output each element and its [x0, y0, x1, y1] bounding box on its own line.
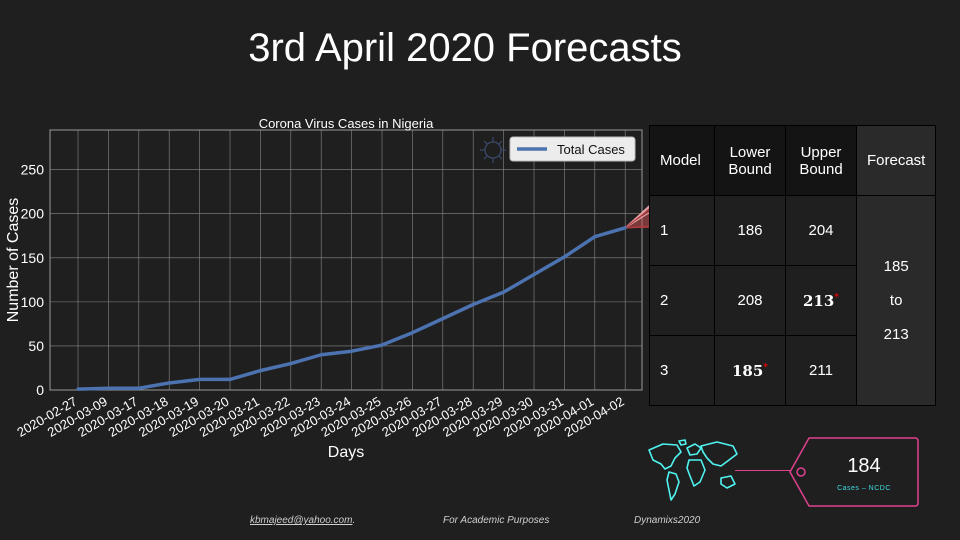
header-forecast: Forecast: [855, 125, 937, 196]
data-point: [106, 386, 110, 390]
model-cell: 3: [649, 335, 715, 406]
y-axis-label: Number of Cases: [5, 198, 22, 323]
forecast-to: 213: [883, 325, 909, 343]
plot-frame: [49, 129, 643, 391]
y-tick-label: 200: [21, 206, 45, 222]
data-point: [167, 381, 171, 385]
data-point: [623, 226, 627, 230]
chart-title: Corona Virus Cases in Nigeria: [259, 116, 434, 131]
forecast-range-cell: 185 to 213: [855, 195, 937, 406]
table-row: 3 185* 211: [649, 335, 936, 406]
table-row: 2 208 213*: [649, 265, 936, 336]
footer-brand: Dynamixs2020: [634, 515, 701, 526]
y-tick-label: 0: [36, 382, 44, 398]
y-tick-label: 100: [21, 294, 45, 310]
ncdc-callout: 184 Cases – NCDC: [789, 437, 919, 507]
data-point: [502, 290, 506, 294]
lower-cell: 186: [714, 195, 786, 266]
virus-icon: [480, 137, 506, 163]
data-point: [593, 235, 597, 239]
header-model: Model: [649, 125, 715, 196]
slide-title: 3rd April 2020 Forecasts: [248, 26, 682, 70]
model-cell: 1: [649, 195, 715, 266]
legend-box: [509, 136, 636, 162]
footer-note: For Academic Purposes: [443, 515, 550, 526]
data-point: [228, 377, 232, 382]
cases-line-chart: Corona Virus Cases in Nigeria Number of …: [5, 116, 650, 461]
lower-cell-highlight: 185*: [714, 335, 786, 406]
data-point: [198, 377, 202, 382]
chart-legend: Total Cases: [480, 136, 636, 163]
footer-email-suffix: .: [352, 515, 356, 526]
data-point: [137, 386, 141, 390]
y-tick-label: 150: [21, 250, 45, 266]
data-point: [532, 272, 536, 277]
data-point: [319, 353, 323, 357]
data-point: [258, 369, 262, 373]
y-tick-label: 250: [21, 162, 45, 178]
legend-label: Total Cases: [557, 142, 625, 157]
world-map-icon: [648, 439, 738, 501]
header-lower-bound: Lower Bound: [714, 125, 786, 196]
lower-value: 185: [731, 361, 764, 380]
upper-cell: 211: [785, 335, 857, 406]
data-point: [562, 255, 567, 259]
footer-email-link[interactable]: kbmajeed@yahoo.com: [250, 515, 353, 526]
highlight-marker: *: [763, 362, 769, 373]
forecast-from: 185: [883, 257, 909, 275]
data-point: [471, 302, 475, 307]
upper-cell: 204: [785, 195, 857, 266]
footer-email[interactable]: kbmajeed@yahoo.com.: [250, 515, 355, 526]
model-cell: 2: [649, 265, 715, 336]
forecast-table: Model Lower Bound Upper Bound Forecast 1…: [649, 125, 937, 406]
upper-value: 213: [802, 291, 835, 310]
y-tick-label: 50: [28, 338, 44, 354]
data-point: [76, 387, 80, 391]
upper-cell-highlight: 213*: [785, 265, 857, 336]
lower-cell: 208: [714, 265, 786, 336]
table-row: 1 186 204 185 to 213: [649, 195, 937, 406]
data-point: [380, 343, 384, 347]
data-point: [289, 361, 293, 366]
header-upper-bound: Upper Bound: [785, 125, 857, 196]
data-point: [350, 349, 354, 353]
callout-label: Cases – NCDC: [837, 485, 891, 492]
callout-connector: [735, 470, 795, 471]
data-point: [441, 317, 445, 321]
forecast-lower-line: [625, 225, 650, 229]
highlight-marker: *: [834, 292, 840, 303]
data-point: [410, 331, 414, 335]
tag-outline: [789, 437, 919, 507]
callout-value: 184: [847, 455, 881, 477]
forecast-to-word: to: [889, 291, 903, 309]
x-axis-label: Days: [328, 444, 364, 461]
forecast-lower-line: [624, 208, 650, 229]
